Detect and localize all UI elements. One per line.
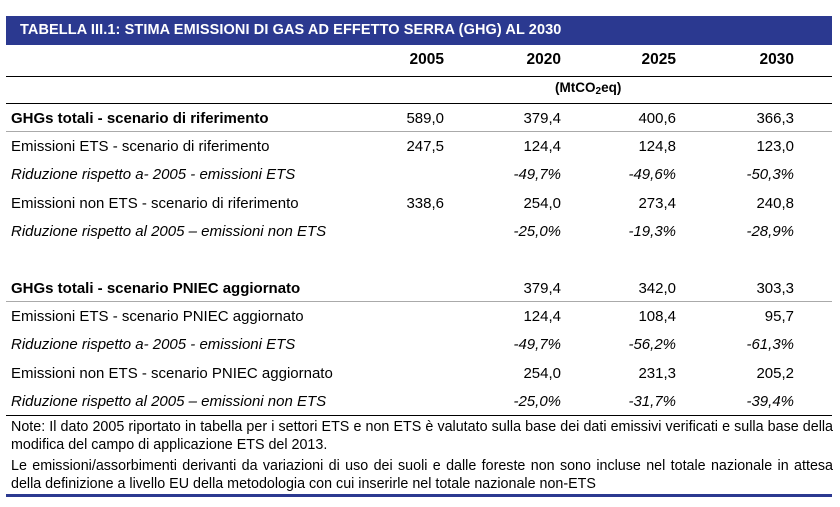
table-row: Emissioni non ETS - scenario di riferime… (0, 195, 840, 221)
unit-divider (6, 103, 832, 104)
row-label: Riduzione rispetto al 2005 – emissioni n… (11, 223, 327, 240)
row-label: Emissioni ETS - scenario di riferimento (11, 138, 270, 155)
cell-2025: -31,7% (628, 393, 676, 410)
table-row: GHGs totali - scenario PNIEC aggiornato … (0, 280, 840, 306)
table-row: Emissioni non ETS - scenario PNIEC aggio… (0, 365, 840, 391)
cell-2030: 240,8 (756, 195, 794, 212)
cell-2020: 379,4 (523, 110, 561, 127)
cell-2005: 589,0 (406, 110, 444, 127)
cell-2020: 124,4 (523, 138, 561, 155)
cell-2025: 400,6 (638, 110, 676, 127)
cell-2030: 366,3 (756, 110, 794, 127)
row-label: Emissioni non ETS - scenario di riferime… (11, 195, 299, 212)
cell-2030: -50,3% (746, 166, 794, 183)
cell-2020: -25,0% (513, 223, 561, 240)
table-title: TABELLA III.1: STIMA EMISSIONI DI GAS AD… (20, 22, 562, 38)
cell-2020: -49,7% (513, 166, 561, 183)
cell-2030: 205,2 (756, 365, 794, 382)
row-label: Riduzione rispetto al 2005 – emissioni n… (11, 393, 327, 410)
cell-2030: 303,3 (756, 280, 794, 297)
row-label: Emissioni non ETS - scenario PNIEC aggio… (11, 365, 333, 382)
row-divider (6, 301, 832, 302)
cell-2005: 338,6 (406, 195, 444, 212)
cell-2030: -61,3% (746, 336, 794, 353)
header-divider (6, 76, 832, 77)
row-label: Emissioni ETS - scenario PNIEC aggiornat… (11, 308, 304, 325)
table-title-bar: TABELLA III.1: STIMA EMISSIONI DI GAS AD… (6, 16, 832, 45)
note-paragraph: Note: Il dato 2005 riportato in tabella … (11, 419, 833, 453)
row-label: Riduzione rispetto a- 2005 - emissioni E… (11, 166, 296, 183)
cell-2025: 342,0 (638, 280, 676, 297)
row-label: GHGs totali - scenario di riferimento (11, 110, 269, 127)
table-row: GHGs totali - scenario di riferimento 58… (0, 110, 840, 136)
cell-2025: -49,6% (628, 166, 676, 183)
column-header-2005: 2005 (409, 51, 444, 68)
cell-2030: 95,7 (764, 308, 794, 325)
notes-divider (6, 415, 832, 416)
cell-2020: -49,7% (513, 336, 561, 353)
row-label: GHGs totali - scenario PNIEC aggiornato (11, 280, 301, 297)
cell-2005: 247,5 (406, 138, 444, 155)
cell-2025: 124,8 (638, 138, 676, 155)
cell-2025: -19,3% (628, 223, 676, 240)
table-row: Emissioni ETS - scenario PNIEC aggiornat… (0, 308, 840, 334)
cell-2025: 108,4 (638, 308, 676, 325)
cell-2030: -28,9% (746, 223, 794, 240)
table-bottom-border (6, 494, 832, 497)
column-header-2025: 2025 (641, 51, 676, 68)
cell-2025: -56,2% (628, 336, 676, 353)
cell-2020: -25,0% (513, 393, 561, 410)
cell-2030: -39,4% (746, 393, 794, 410)
cell-2020: 124,4 (523, 308, 561, 325)
table-row: Riduzione rispetto a- 2005 - emissioni E… (0, 166, 840, 192)
cell-2020: 254,0 (523, 195, 561, 212)
cell-2020: 379,4 (523, 280, 561, 297)
row-label: Riduzione rispetto a- 2005 - emissioni E… (11, 336, 296, 353)
cell-2030: 123,0 (756, 138, 794, 155)
table-row: Riduzione rispetto al 2005 – emissioni n… (0, 393, 840, 419)
column-header-2020: 2020 (526, 51, 561, 68)
cell-2025: 273,4 (638, 195, 676, 212)
table-row: Riduzione rispetto a- 2005 - emissioni E… (0, 336, 840, 362)
cell-2025: 231,3 (638, 365, 676, 382)
row-divider (6, 131, 832, 132)
table-row: Emissioni ETS - scenario di riferimento … (0, 138, 840, 164)
cell-2020: 254,0 (523, 365, 561, 382)
unit-label: (MtCO2eq) (555, 80, 622, 97)
column-header-2030: 2030 (759, 51, 794, 68)
table-row: Riduzione rispetto al 2005 – emissioni n… (0, 223, 840, 249)
note-paragraph: Le emissioni/assorbimenti derivanti da v… (11, 458, 833, 492)
